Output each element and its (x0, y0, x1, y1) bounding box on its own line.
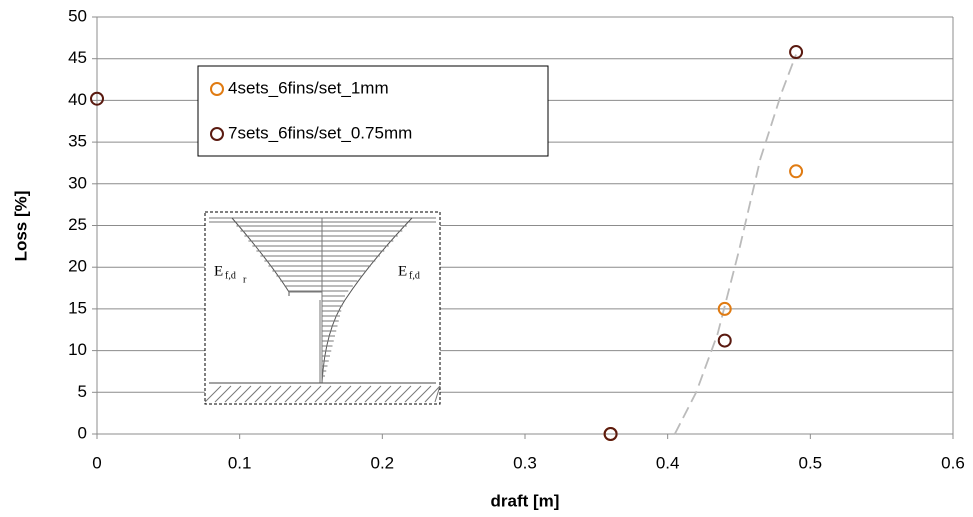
inset-hatch (324, 385, 342, 403)
y-tick-label: 25 (68, 215, 87, 234)
y-tick-label: 20 (68, 257, 87, 276)
inset-label-left: E (214, 263, 223, 279)
y-tick-label: 15 (68, 298, 87, 317)
inset-label-left-sub: f,d (225, 270, 236, 281)
x-tick-label: 0.3 (513, 453, 537, 472)
y-tick-label: 10 (68, 340, 87, 359)
y-tick-label: 35 (68, 132, 87, 151)
inset-hatch (294, 385, 312, 403)
legend-label: 7sets_6fins/set_0.75mm (228, 123, 412, 142)
inset-label-right-sub: f,d (409, 270, 420, 281)
legend-marker (210, 82, 224, 96)
inset-hatch (304, 385, 322, 403)
inset-hatch (224, 385, 242, 403)
marker (789, 164, 804, 179)
y-tick-label: 30 (68, 173, 87, 192)
inset-hatch (404, 385, 422, 403)
marker (603, 427, 618, 441)
y-tick-label: 5 (78, 382, 87, 401)
marker (90, 91, 104, 106)
y-tick-label: 40 (68, 90, 87, 109)
x-tick-label: 0.6 (941, 453, 965, 472)
trendline (673, 54, 797, 435)
inset-hatch (364, 385, 382, 403)
x-tick-label: 0 (92, 453, 101, 472)
inset-label-left-subsub: r (243, 274, 247, 285)
marker (789, 45, 804, 60)
y-axis-label: Loss [%] (11, 191, 30, 262)
inset-hatch (414, 385, 432, 403)
inset-hatch (204, 385, 222, 403)
inset-hatch (314, 385, 332, 403)
x-tick-label: 0.1 (228, 453, 252, 472)
y-tick-label: 45 (68, 48, 87, 67)
inset-hatch (284, 385, 302, 403)
y-tick-label: 0 (78, 423, 87, 442)
inset-hatch (274, 385, 292, 403)
inset-drawing (204, 217, 441, 403)
inset-hatch (234, 385, 252, 403)
inset-hatch (264, 385, 282, 403)
inset-label-right: E (398, 263, 407, 279)
marker (717, 301, 732, 316)
x-axis-label: draft [m] (491, 491, 560, 510)
inset-hatch (344, 385, 362, 403)
legend-marker (210, 127, 224, 141)
inset: E f,d r E f,d (204, 211, 441, 405)
inset-hatch (244, 385, 262, 403)
legend-label: 4sets_6fins/set_1mm (228, 78, 389, 97)
inset-hatch (424, 385, 441, 403)
inset-hatch (214, 385, 232, 403)
inset-hatch (334, 385, 352, 403)
inset-hatch (394, 385, 412, 403)
inset-hatch (434, 385, 441, 403)
marker (717, 333, 732, 348)
x-tick-label: 0.5 (799, 453, 823, 472)
inset-hatch (354, 385, 372, 403)
inset-hatch (374, 385, 392, 403)
inset-hatch (254, 385, 272, 403)
x-tick-label: 0.4 (656, 453, 680, 472)
x-tick-label: 0.2 (371, 453, 395, 472)
y-tick-label: 50 (68, 6, 87, 25)
legend-box (197, 65, 549, 157)
inset-hatch (384, 385, 402, 403)
